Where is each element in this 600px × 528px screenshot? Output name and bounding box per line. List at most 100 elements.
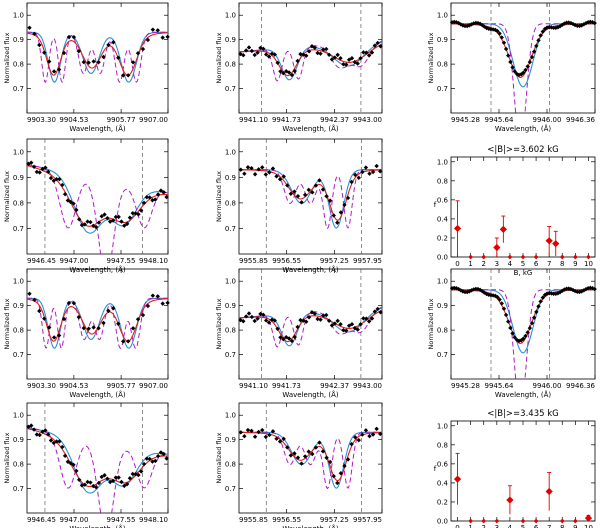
y-tick-label: 0.8	[437, 61, 448, 69]
observed-point	[299, 200, 304, 205]
observed-point	[523, 333, 528, 339]
observed-point	[298, 317, 303, 323]
observed-point	[324, 194, 329, 199]
observed-point	[245, 427, 251, 433]
model-blue-line	[239, 169, 382, 229]
observed-point	[318, 317, 323, 322]
observed-point	[105, 215, 110, 221]
observed-point	[54, 176, 59, 182]
observed-point	[145, 303, 151, 309]
field-fraction-point	[572, 254, 578, 260]
observed-point	[499, 301, 504, 306]
observed-point	[312, 311, 317, 316]
observed-point	[56, 333, 62, 338]
observed-point	[85, 219, 90, 224]
axes-frame	[238, 2, 383, 114]
observed-point	[527, 59, 533, 65]
x-tick-label: 9946.00	[533, 382, 562, 390]
axes-frame	[450, 2, 596, 114]
panel-row4-col1: 0.7 0.8 0.9 1.0 9947.00 9947.55 9948.10 9946.45…	[3, 402, 169, 528]
observed-point	[144, 456, 150, 461]
observed-point	[249, 428, 254, 434]
y-axis-label: Normalized flux	[427, 32, 435, 83]
x-tick-label: 9946.00	[533, 116, 562, 124]
x-tick-label: 9948.10	[139, 516, 168, 524]
observed-point	[345, 195, 351, 201]
observed-point	[122, 223, 127, 228]
observed-point	[71, 462, 76, 467]
observed-point	[570, 21, 576, 27]
observed-point	[263, 434, 269, 440]
observed-point	[283, 68, 289, 74]
y-tick-label: 0.7	[225, 225, 236, 233]
y-tick-label: 0.8	[225, 461, 236, 469]
observed-point	[557, 24, 563, 29]
observed-point	[540, 295, 545, 300]
observed-point	[341, 328, 346, 333]
observed-point	[124, 481, 130, 487]
observed-point	[155, 28, 160, 33]
observed-point	[295, 324, 300, 330]
observed-point	[313, 445, 319, 450]
observed-point	[96, 326, 101, 331]
observed-point	[564, 20, 569, 25]
observed-point	[516, 72, 522, 78]
x-tick-label: 9947.55	[107, 257, 136, 265]
observed-point	[538, 33, 543, 38]
x-tick-label: 9941.10	[239, 116, 268, 124]
observed-point	[45, 432, 51, 437]
observed-point	[585, 286, 591, 291]
observed-point	[356, 437, 361, 443]
observed-point	[252, 434, 258, 439]
observed-point	[312, 45, 317, 50]
y-tick-label: 1.0	[13, 148, 24, 156]
observed-point	[573, 288, 578, 294]
model-purple-line	[239, 306, 382, 348]
field-fraction-point	[506, 496, 514, 504]
observed-point	[82, 222, 88, 227]
y-tick-label: 0.9	[13, 436, 24, 444]
observed-point	[246, 311, 252, 316]
observed-point	[338, 56, 343, 61]
field-fraction-point	[507, 254, 513, 260]
observed-point	[91, 483, 96, 489]
observed-point	[266, 54, 272, 59]
y-tick-label: 0.8	[13, 199, 24, 207]
observed-point	[261, 312, 266, 318]
observed-point	[508, 59, 513, 65]
observed-point	[255, 316, 260, 321]
observed-point	[249, 165, 254, 171]
observed-point	[270, 166, 276, 171]
observed-point	[74, 468, 79, 474]
y-tick-label: 0.9	[225, 436, 236, 444]
panel-row3-col2: 0.7 0.8 0.9 1.0 9941.10 9941.73 9942.37 9943.00…	[215, 268, 383, 399]
observed-point	[566, 20, 571, 25]
model-red-line	[239, 309, 382, 343]
y-tick-label: 0.8	[13, 327, 24, 335]
observed-point	[335, 480, 340, 486]
x-tick-label: 9903.30	[27, 382, 56, 390]
observed-point	[101, 320, 106, 326]
field-fraction-point	[468, 518, 474, 524]
y-tick-label: 0.9	[437, 36, 448, 44]
y-axis-label: Normalized flux	[427, 298, 435, 349]
observed-point	[125, 339, 131, 344]
observed-point	[573, 22, 578, 28]
observed-point	[352, 435, 358, 440]
observed-point	[286, 336, 292, 341]
observed-point	[592, 20, 597, 26]
x-tick-label: 9941.73	[272, 382, 301, 390]
observed-point	[91, 325, 96, 330]
observed-point	[32, 297, 37, 303]
observed-point	[160, 301, 165, 306]
x-axis-label: Wavelength, (Å)	[69, 124, 125, 133]
observed-point	[125, 73, 131, 78]
model-blue-line	[239, 431, 382, 489]
x-axis-label: Wavelength, (Å)	[69, 524, 125, 528]
y-tick-label: 0.8	[437, 441, 448, 449]
observed-point	[324, 46, 329, 52]
y-tick-label: 0.8	[13, 461, 24, 469]
observed-point	[274, 436, 279, 441]
observed-point	[81, 59, 86, 65]
observed-point	[338, 210, 344, 215]
